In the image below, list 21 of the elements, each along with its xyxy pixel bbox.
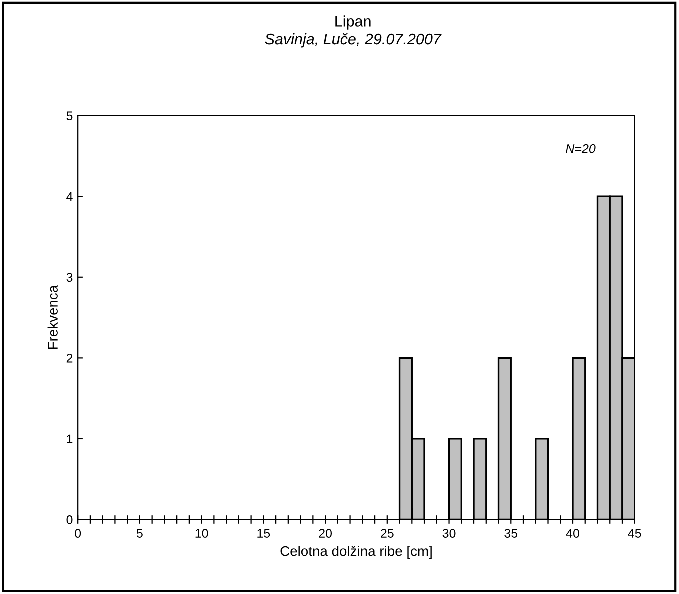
x-tick-label: 15	[258, 529, 270, 538]
y-axis-title: Frekvenca	[48, 285, 58, 350]
chart-title: Lipan	[336, 16, 371, 30]
x-tick-label: 40	[566, 529, 580, 538]
y-tick-label: 4	[66, 192, 73, 202]
y-tick-label: 2	[66, 354, 73, 363]
x-tick-label: 20	[319, 529, 332, 538]
x-tick-label: 0	[75, 529, 82, 538]
y-tick-label: 3	[66, 273, 73, 282]
chart-subtitle: Savinja, Luče, 29.07.2007	[265, 33, 442, 48]
x-tick-label: 5	[136, 529, 143, 538]
x-axis-title: Celotna dolžina ribe [cm]	[280, 546, 432, 559]
y-tick-label: 1	[67, 434, 73, 444]
y-tick-label: 0	[66, 516, 73, 524]
y-tick-label: 5	[66, 112, 73, 120]
x-tick-label: 45	[628, 529, 642, 538]
x-tick-label: 10	[196, 529, 208, 538]
x-tick-label: 25	[381, 529, 394, 538]
x-tick-label: 35	[504, 529, 518, 538]
annotation: N=20	[566, 144, 596, 154]
x-tick-label: 30	[442, 529, 456, 538]
